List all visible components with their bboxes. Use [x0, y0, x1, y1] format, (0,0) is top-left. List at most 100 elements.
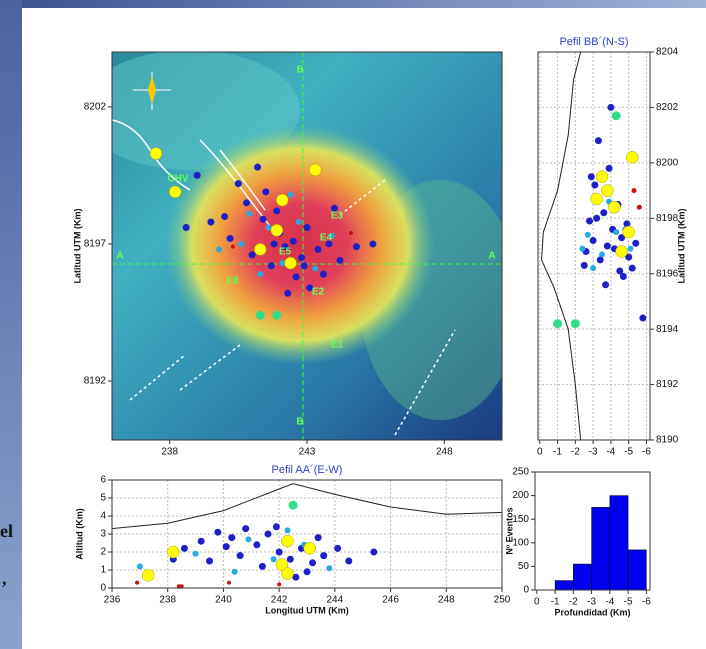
event: [334, 545, 341, 552]
x-tick-label: 248: [438, 595, 455, 606]
event: [150, 147, 162, 159]
event: [320, 552, 327, 559]
event: [167, 546, 179, 558]
event: [207, 219, 214, 226]
event: [242, 525, 249, 532]
event: [593, 215, 600, 222]
y-axis-label: Latitud UTM (Km): [72, 209, 82, 284]
x-tick-label: -6: [642, 447, 651, 458]
x-tick-label: -3: [589, 447, 598, 458]
map-annotation: E1: [331, 340, 344, 351]
event: [612, 111, 621, 120]
event: [600, 209, 607, 216]
y-tick-label: 6: [100, 475, 106, 486]
y-tick-label: 8202: [656, 102, 679, 113]
map-annotation: CHV: [167, 174, 188, 185]
event: [227, 581, 231, 585]
x-tick-label: -1: [553, 447, 562, 458]
event: [585, 232, 591, 238]
x-tick-label: -4: [606, 447, 615, 458]
x-tick-label: -2: [571, 447, 580, 458]
event: [602, 281, 609, 288]
event: [596, 171, 608, 183]
y-tick-label: 8196: [656, 268, 679, 279]
event: [277, 582, 281, 586]
x-tick-label: 0: [534, 597, 540, 608]
y-tick-label: 100: [512, 537, 529, 548]
y-tick-label: 250: [512, 467, 529, 478]
event: [553, 319, 562, 328]
event: [231, 245, 235, 249]
event: [369, 240, 376, 247]
event: [243, 199, 250, 206]
event: [288, 192, 294, 198]
event: [370, 549, 377, 556]
event: [301, 262, 308, 269]
y-tick-label: 4: [100, 511, 106, 522]
y-axis-label: Latitud UTM (Km): [676, 209, 686, 284]
top-band: [0, 0, 706, 8]
y-tick-label: 3: [100, 529, 106, 540]
event: [206, 558, 213, 565]
panel-title: Pefil BB´(N-S): [559, 36, 628, 48]
event: [606, 165, 613, 172]
x-tick-label: 238: [159, 595, 176, 606]
event: [268, 262, 275, 269]
event: [223, 543, 230, 550]
event: [271, 240, 278, 247]
bar: [573, 564, 591, 590]
event: [597, 256, 604, 263]
event: [314, 246, 321, 253]
event: [296, 219, 302, 225]
y-axis-label: Altitud (Km): [74, 508, 84, 560]
event: [193, 551, 199, 557]
x-axis-label: Longitud UTM (Km): [265, 605, 348, 615]
event: [290, 238, 297, 245]
event: [571, 319, 580, 328]
y-tick-label: 8192: [84, 376, 107, 387]
event: [590, 237, 597, 244]
event: [228, 534, 235, 541]
y-tick-label: 2: [100, 547, 106, 558]
event: [312, 266, 318, 272]
event: [599, 251, 605, 257]
y-tick-label: 8204: [656, 47, 679, 58]
event: [579, 246, 585, 252]
y-tick-label: 8190: [656, 435, 679, 446]
map-annotation: B: [296, 65, 303, 76]
event: [588, 173, 595, 180]
panel-title: Pefil AA´(E-W): [272, 464, 343, 476]
event: [607, 104, 614, 111]
event: [353, 243, 360, 250]
event: [216, 246, 222, 252]
event: [586, 218, 593, 225]
event: [608, 201, 620, 213]
x-tick-label: -1: [551, 597, 560, 608]
x-tick-label: -5: [624, 597, 633, 608]
bar: [628, 550, 646, 590]
y-tick-label: 8194: [656, 324, 679, 335]
event: [326, 565, 332, 571]
event: [232, 569, 238, 575]
y-tick-label: 150: [512, 514, 529, 525]
event: [616, 267, 623, 274]
event: [626, 151, 638, 163]
event: [272, 311, 281, 320]
event: [237, 552, 244, 559]
event: [591, 193, 603, 205]
map-annotation: E3: [331, 211, 344, 222]
x-tick-label: -4: [605, 597, 614, 608]
event: [632, 188, 637, 193]
y-tick-label: 0: [523, 585, 529, 596]
y-axis-label: Nº Eventos: [504, 507, 514, 554]
event: [581, 262, 588, 269]
event: [623, 226, 635, 238]
y-tick-label: 0: [100, 583, 106, 594]
event: [627, 246, 633, 252]
event: [285, 527, 291, 533]
event: [293, 273, 300, 280]
event: [309, 164, 321, 176]
event: [309, 559, 316, 566]
event: [142, 569, 154, 581]
map-annotation: E2: [312, 287, 325, 298]
